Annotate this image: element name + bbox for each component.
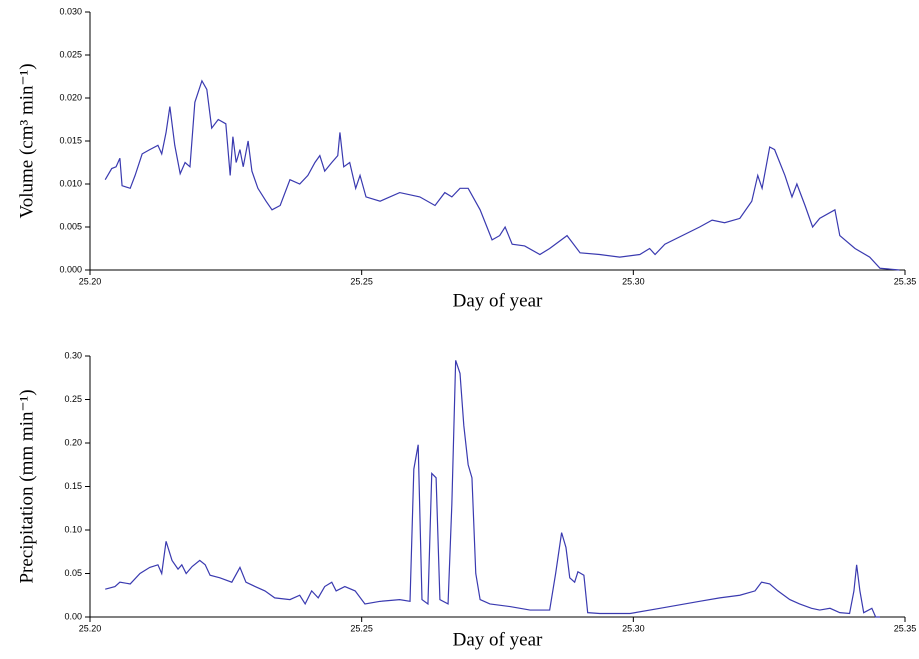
x-tick-label: 25.20 (79, 276, 102, 286)
y-tick-label: 0.20 (64, 437, 82, 447)
x-tick-label: 25.35 (894, 623, 917, 633)
y-axis-title: Volume (cm³ min⁻¹) (16, 63, 37, 218)
data-line (105, 360, 881, 618)
y-tick-label: 0.15 (64, 481, 82, 491)
y-tick-label: 0.00 (64, 611, 82, 621)
x-tick-label: 25.20 (79, 623, 102, 633)
x-axis-title: Day of year (453, 290, 543, 311)
x-axis-title: Day of year (453, 629, 543, 650)
y-tick-label: 0.015 (59, 135, 82, 145)
y-tick-label: 0.025 (59, 49, 82, 59)
x-tick-label: 25.25 (350, 276, 373, 286)
y-tick-label: 0.05 (64, 568, 82, 578)
y-tick-label: 0.30 (64, 350, 82, 360)
data-line (104, 79, 900, 271)
y-tick-label: 0.010 (59, 178, 82, 188)
y-tick-label: 0.020 (59, 92, 82, 102)
y-tick-label: 0.005 (59, 221, 82, 231)
y-tick-label: 0.25 (64, 394, 82, 404)
y-tick-label: 0.000 (59, 264, 82, 274)
x-tick-label: 25.30 (622, 276, 645, 286)
x-tick-label: 25.35 (894, 276, 917, 286)
y-axis-title: Precipitation (mm min⁻¹) (16, 389, 37, 583)
x-tick-label: 25.25 (350, 623, 373, 633)
x-tick-label: 25.30 (622, 623, 645, 633)
y-tick-label: 0.10 (64, 524, 82, 534)
y-tick-label: 0.030 (59, 6, 82, 16)
